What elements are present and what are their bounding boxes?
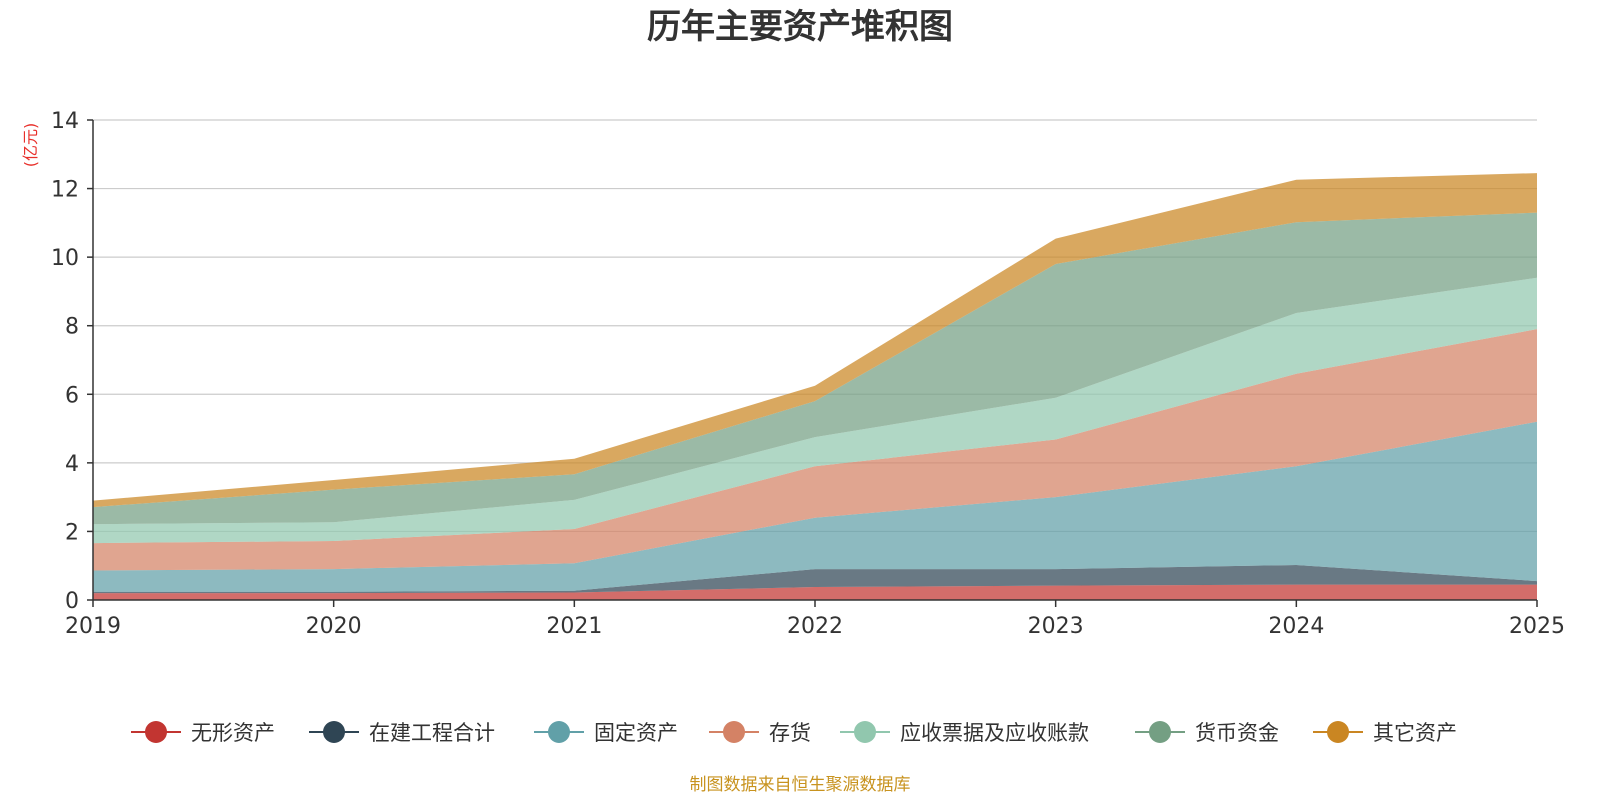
legend-item[interactable]: 在建工程合计 (309, 721, 495, 745)
area-3 (93, 421, 1537, 592)
legend-label: 应收票据及应收账款 (900, 721, 1089, 745)
x-tick-label: 2024 (1268, 614, 1324, 639)
x-tick-label: 2021 (546, 614, 602, 639)
legend-item[interactable]: 无形资产 (131, 721, 275, 745)
y-tick-label: 8 (65, 315, 79, 340)
axes (87, 119, 1538, 607)
area-4 (93, 329, 1537, 571)
legend-marker-icon (854, 721, 876, 743)
legend-label: 货币资金 (1195, 721, 1279, 745)
legend-item[interactable]: 货币资金 (1135, 721, 1279, 745)
x-tick-label: 2025 (1509, 614, 1565, 639)
y-tick-label: 2 (65, 520, 79, 545)
legend-marker-icon (548, 721, 570, 743)
source-note: 制图数据来自恒生聚源数据库 (690, 775, 911, 795)
legend-label: 在建工程合计 (369, 721, 495, 745)
chart-title: 历年主要资产堆积图 (647, 7, 953, 47)
legend-label: 固定资产 (594, 721, 678, 745)
legend-label: 其它资产 (1373, 721, 1457, 745)
y-tick-labels: 0 2 4 6 8 10 12 14 (51, 109, 79, 614)
legend-marker-icon (723, 721, 745, 743)
area-series (93, 173, 1537, 600)
y-tick-label: 0 (65, 589, 79, 614)
y-tick-label: 12 (51, 178, 79, 203)
legend-label: 无形资产 (191, 721, 275, 745)
area-6 (93, 212, 1537, 525)
x-tick-labels: 2019 2020 2021 2022 2023 2024 2025 (65, 614, 1565, 639)
area-1 (93, 584, 1537, 600)
x-tick-label: 2019 (65, 614, 121, 639)
y-tick-label: 6 (65, 383, 79, 408)
x-tick-label: 2023 (1028, 614, 1084, 639)
legend-marker-icon (1149, 721, 1171, 743)
area-7 (93, 173, 1537, 508)
x-tick-label: 2022 (787, 614, 843, 639)
y-tick-label: 4 (65, 452, 79, 477)
legend-item[interactable]: 其它资产 (1313, 721, 1457, 745)
legend-label: 存货 (769, 721, 811, 745)
legend[interactable]: 无形资产 在建工程合计 固定资产 存货 应收票据及应收账款 货币资金 其它资产 (131, 721, 1457, 745)
y-axis-label: (亿元) (21, 123, 40, 168)
legend-item[interactable]: 存货 (709, 721, 811, 745)
y-tick-label: 10 (51, 246, 79, 271)
legend-item[interactable]: 固定资产 (534, 721, 678, 745)
x-tick-label: 2020 (306, 614, 362, 639)
legend-marker-icon (145, 721, 167, 743)
legend-marker-icon (1327, 721, 1349, 743)
area-2 (93, 565, 1537, 594)
y-tick-label: 14 (51, 109, 79, 134)
legend-marker-icon (323, 721, 345, 743)
area-5 (93, 277, 1537, 544)
legend-item[interactable]: 应收票据及应收账款 (840, 721, 1089, 745)
